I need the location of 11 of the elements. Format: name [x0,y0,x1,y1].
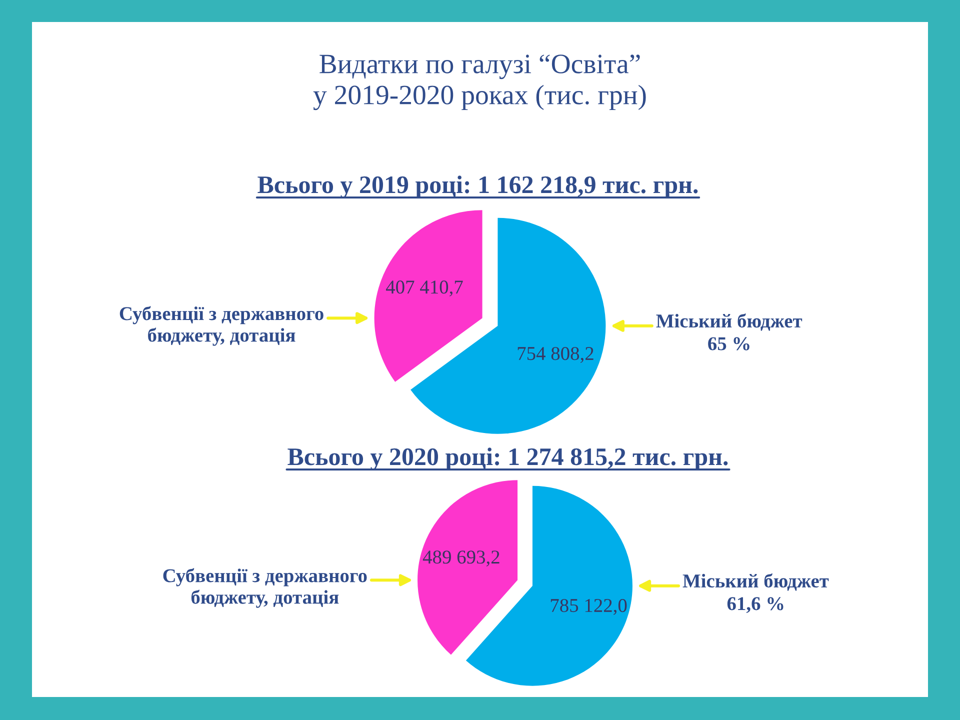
data-label: 407 410,7 [386,280,463,296]
slice-label: Субвенції з державного бюджету, дотація [163,568,367,608]
slice-label: Субвенції з державного бюджету, дотація [120,306,324,346]
text: 65 % [708,337,750,350]
data-label: 754 808,2 [518,346,594,363]
data-label: 785 122,0 [550,598,627,615]
slice-label: Міський бюджет [656,313,802,331]
slice-label: Міський бюджет [682,573,829,591]
data-label: 489 693,2 [422,550,500,566]
text: 61,6 % [727,597,784,614]
chart-title: Видатки по галузі “Освіта” у 2019-2020 роках (тис. грн) [313,54,646,110]
